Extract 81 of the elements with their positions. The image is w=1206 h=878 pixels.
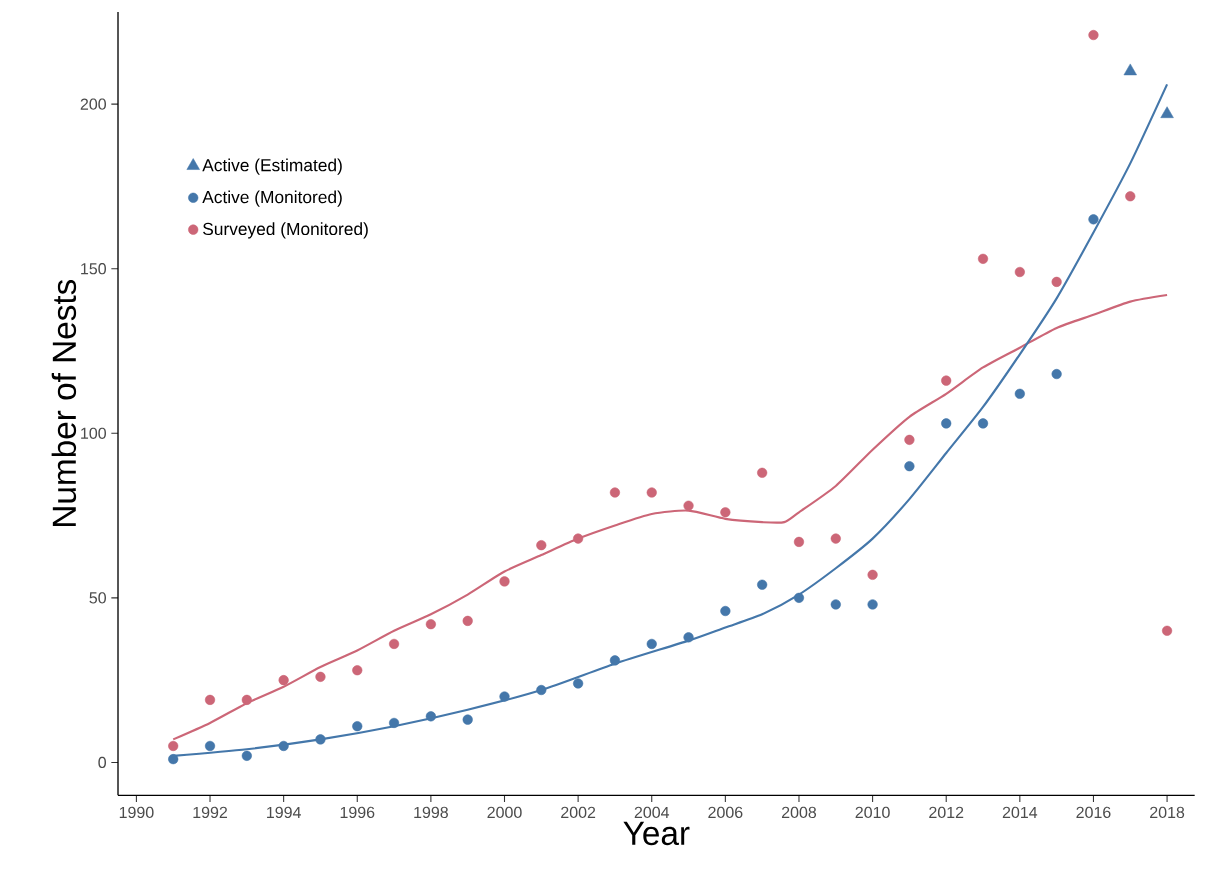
point xyxy=(904,434,915,445)
x-tick-label: 2002 xyxy=(561,806,596,819)
point xyxy=(646,487,657,498)
point xyxy=(462,714,473,725)
point xyxy=(168,740,179,752)
x-tick-label: 1996 xyxy=(340,806,375,819)
point xyxy=(720,605,731,617)
point xyxy=(241,694,252,705)
point xyxy=(1160,106,1174,118)
legend-label: Active (Monitored) xyxy=(202,190,342,207)
point xyxy=(1051,368,1062,380)
point xyxy=(1014,266,1025,278)
point xyxy=(867,599,878,610)
point xyxy=(1014,388,1025,399)
point xyxy=(499,576,510,587)
point xyxy=(793,536,805,547)
point xyxy=(462,615,473,626)
point xyxy=(609,655,620,666)
point xyxy=(315,671,326,682)
x-tick-label: 1992 xyxy=(193,806,228,819)
point xyxy=(204,740,216,752)
x-tick-label: 2016 xyxy=(1076,806,1111,819)
point xyxy=(389,717,400,728)
point xyxy=(573,533,584,544)
x-tick-label: 2014 xyxy=(1002,806,1038,819)
point xyxy=(609,487,620,498)
point xyxy=(1125,191,1136,202)
point xyxy=(830,533,841,544)
point xyxy=(499,691,510,702)
point xyxy=(278,740,289,752)
point xyxy=(352,665,363,676)
point xyxy=(977,253,989,264)
point xyxy=(168,754,179,765)
point xyxy=(389,638,400,649)
x-axis-title: Year xyxy=(623,821,690,846)
x-tick-label: 2018 xyxy=(1150,806,1185,819)
x-tick-label: 2012 xyxy=(929,806,964,819)
point xyxy=(646,638,657,649)
y-tick-label: 200 xyxy=(80,98,107,110)
x-tick-label: 1994 xyxy=(267,806,301,819)
point xyxy=(425,711,436,722)
point xyxy=(941,375,952,386)
point xyxy=(977,418,989,429)
point xyxy=(1088,29,1099,41)
point xyxy=(941,418,952,429)
point xyxy=(1162,625,1173,636)
point xyxy=(278,675,289,686)
point xyxy=(536,684,547,696)
y-tick-label: 100 xyxy=(81,427,107,439)
x-tick-label: 2006 xyxy=(708,806,743,819)
point xyxy=(867,569,878,580)
legend-label: Surveyed (Monitored) xyxy=(203,222,368,239)
y-axis-title: Number of Nests xyxy=(51,279,77,526)
x-tick-label: 1990 xyxy=(119,806,154,819)
legend-label: Active (Estimated) xyxy=(202,158,342,175)
point xyxy=(904,461,915,472)
x-tick-label: 1998 xyxy=(414,806,448,819)
y-tick-label: 150 xyxy=(81,263,107,275)
point xyxy=(1123,63,1137,76)
point xyxy=(573,678,584,689)
point xyxy=(352,721,363,732)
point xyxy=(1051,276,1062,287)
point xyxy=(830,599,841,610)
x-tick-label: 2000 xyxy=(487,806,522,819)
x-tick-label: 2004 xyxy=(634,806,670,819)
x-tick-label: 2010 xyxy=(855,806,890,819)
point xyxy=(536,540,547,551)
y-tick-label: 50 xyxy=(89,592,107,604)
point xyxy=(425,619,436,630)
y-tick-label: 0 xyxy=(98,756,107,769)
point xyxy=(315,734,326,745)
x-tick-label: 2008 xyxy=(781,806,817,819)
point xyxy=(757,579,768,590)
point xyxy=(204,694,216,705)
point xyxy=(1088,214,1099,225)
point xyxy=(683,500,694,511)
point xyxy=(720,507,731,518)
point xyxy=(757,467,768,478)
point xyxy=(793,592,805,603)
point xyxy=(683,632,694,643)
point xyxy=(241,750,252,761)
